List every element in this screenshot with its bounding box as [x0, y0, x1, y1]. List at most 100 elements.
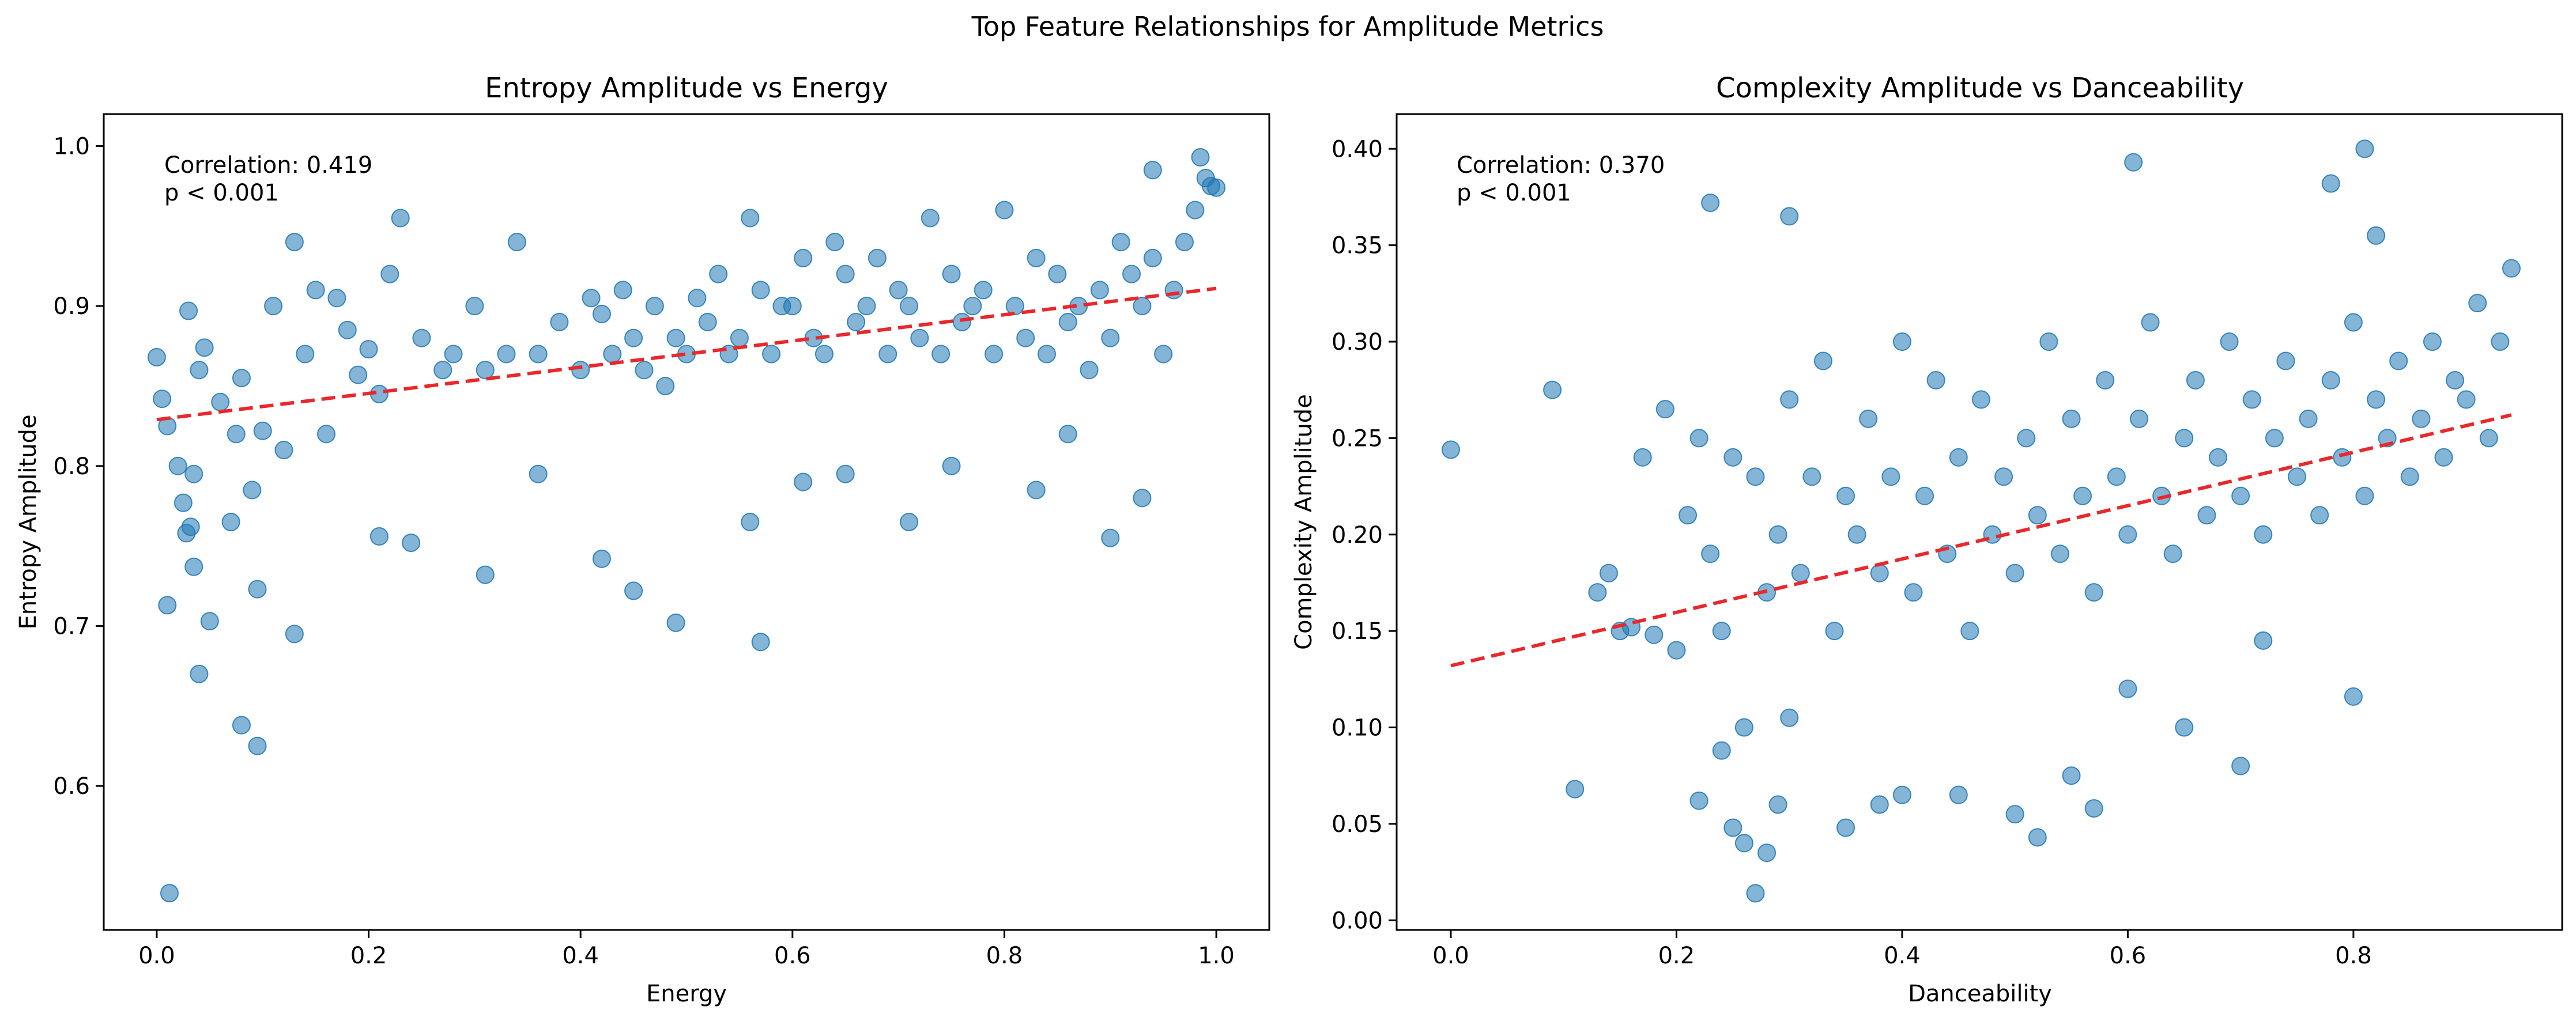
scatter-point [174, 493, 193, 512]
scatter-point [306, 281, 325, 300]
scatter-point [1949, 448, 1968, 467]
scatter-point [613, 281, 632, 300]
scatter-point [698, 312, 717, 331]
scatter-point [900, 297, 919, 316]
plot-frame [1396, 113, 2563, 931]
scatter-point [1836, 486, 1855, 505]
scatter-point [1090, 281, 1109, 300]
scatter-point [253, 421, 272, 440]
scatter-point [709, 264, 728, 283]
scatter-point [264, 297, 283, 316]
scatter-point [1949, 785, 1968, 804]
scatter-point [274, 441, 293, 460]
scatter-point [857, 297, 876, 316]
scatter-point [2039, 332, 2058, 351]
scatter-point [1746, 467, 1765, 486]
scatter-point [985, 345, 1004, 364]
x-tick-label: 0.4 [562, 943, 599, 969]
scatter-point [550, 312, 569, 331]
scatter-point [2124, 153, 2143, 172]
scatter-point [741, 209, 760, 228]
scatter-point [1101, 528, 1120, 547]
scatter-point [1633, 448, 1652, 467]
y-tick-label: 0.25 [1332, 425, 1383, 452]
scatter-point [232, 369, 251, 388]
scatter-point [2310, 506, 2329, 525]
x-axis-ticks: 0.0 0.2 0.4 0.6 0.8 [1432, 930, 2372, 969]
scatter-point [963, 297, 982, 316]
y-tick-label: 0.9 [53, 293, 90, 320]
scatter-point [942, 264, 961, 283]
x-axis-label: Danceability [1908, 981, 2052, 1007]
y-tick-label: 0.40 [1332, 136, 1383, 162]
scatter-point [1154, 345, 1173, 364]
scatter-point [232, 716, 251, 735]
scatter-point [160, 884, 179, 903]
scatter-point [1016, 328, 1035, 347]
scatter-point [2028, 506, 2047, 525]
y-tick-label: 0.15 [1332, 618, 1383, 645]
panel-title: Complexity Amplitude vs Danceability [1716, 72, 2244, 104]
scatter-point [412, 328, 431, 347]
scatter-point [1441, 440, 1460, 459]
scatter-point [2242, 390, 2261, 409]
scatter-point [2231, 757, 2250, 776]
scatter-point [1836, 818, 1855, 837]
scatter-point [1175, 233, 1194, 252]
scatter-point [1994, 467, 2013, 486]
scatter-point [327, 289, 346, 308]
x-tick-label: 0.4 [1884, 943, 1921, 969]
scatter-point [211, 392, 230, 411]
scatter-point [507, 233, 526, 252]
scatter-point [1037, 345, 1056, 364]
scatter-point [931, 345, 951, 364]
scatter-point [248, 580, 267, 599]
scatter-point [296, 345, 315, 364]
y-tick-label: 0.10 [1332, 715, 1383, 742]
scatter-point [2005, 563, 2024, 583]
scatter-point [2400, 467, 2419, 486]
scatter-point [1111, 233, 1130, 252]
scatter-point [836, 464, 855, 483]
scatter-point [2129, 409, 2148, 428]
scatter-point [1915, 486, 1934, 505]
scatter-point [147, 348, 166, 367]
scatter-point [624, 328, 643, 347]
trend-line [1450, 413, 2512, 668]
scatter-point [1599, 563, 1618, 583]
scatter-point [1543, 380, 1562, 399]
y-tick-label: 0.05 [1332, 811, 1383, 838]
scatter-point [1689, 429, 1708, 448]
scatter-point [248, 736, 267, 755]
scatter-point [2062, 409, 2081, 428]
scatter-point [603, 345, 622, 364]
scatter-point [2163, 544, 2182, 563]
scatter-point [921, 209, 940, 228]
scatter-point [1723, 818, 1743, 837]
scatter-point [1701, 193, 1720, 212]
scatter-point [2084, 799, 2103, 818]
correlation-annotation: Correlation: 0.419 [164, 152, 372, 179]
scatter-point [227, 425, 246, 444]
y-axis-label: Entropy Amplitude [15, 414, 42, 629]
scatter-point [2175, 429, 2194, 448]
scatter-point [476, 565, 495, 584]
scatter-point [635, 361, 654, 380]
scatter-point [656, 377, 675, 395]
y-tick-label: 0.35 [1332, 233, 1383, 259]
scatter-point [497, 345, 516, 364]
scatter-point [359, 340, 378, 359]
x-axis-ticks: 0.0 0.2 0.4 0.6 0.8 1.0 [138, 930, 1235, 969]
y-tick-label: 1.0 [53, 134, 90, 160]
scatter-point [1926, 370, 1945, 389]
scatter-point [1825, 622, 1844, 641]
y-tick-label: 0.20 [1332, 522, 1383, 549]
scatter-point [1960, 622, 1979, 641]
scatter-point [794, 248, 813, 267]
scatter-point [2367, 226, 2386, 245]
plot-frame [103, 113, 1270, 931]
scatter-point [338, 320, 357, 339]
scatter-point [2005, 805, 2024, 824]
x-tick-label: 0.8 [2335, 943, 2372, 969]
